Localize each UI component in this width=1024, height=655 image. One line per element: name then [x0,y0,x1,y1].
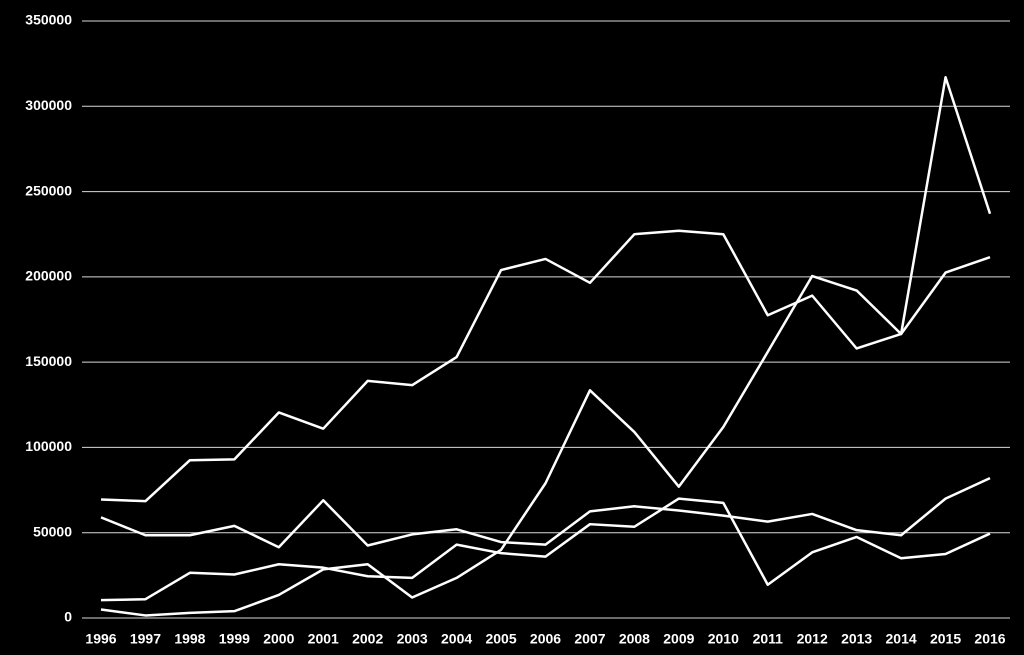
x-tick-label: 2006 [530,631,561,647]
x-tick-label: 1996 [85,631,116,647]
line-series [100,476,991,549]
x-tick-label: 2002 [352,631,383,647]
x-tick-label: 2009 [663,631,694,647]
x-tick-label: 2012 [797,631,828,647]
y-tick-label: 200000 [25,268,72,284]
x-tick-label: 2014 [886,631,917,647]
line-series [100,497,991,602]
x-tick-label: 1999 [219,631,250,647]
x-tick-label: 2008 [619,631,650,647]
x-tick-label: 2011 [753,631,784,647]
x-tick-label: 2003 [397,631,428,647]
x-tick-label: 2010 [708,631,739,647]
y-tick-label: 350000 [25,12,72,28]
x-tick-label: 2005 [485,631,516,647]
x-tick-label: 2013 [841,631,872,647]
x-tick-label: 2000 [263,631,294,647]
y-tick-label: 50000 [33,523,72,539]
line-series [100,76,992,503]
y-tick-label: 100000 [25,438,72,454]
x-tick-label: 2007 [574,631,605,647]
line-series [100,256,991,617]
x-tick-label: 2016 [974,631,1005,647]
x-tick-label: 1997 [130,631,161,647]
x-tick-label: 1998 [174,631,205,647]
x-tick-label: 2004 [441,631,472,647]
y-tick-label: 150000 [25,353,72,369]
y-tick-label: 250000 [25,182,72,198]
x-tick-label: 2001 [308,631,339,647]
y-tick-label: 0 [64,609,72,625]
y-tick-label: 300000 [25,97,72,113]
x-tick-label: 2015 [930,631,961,647]
